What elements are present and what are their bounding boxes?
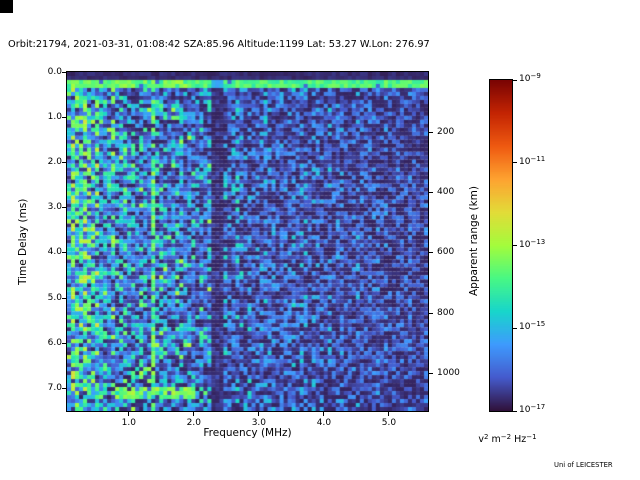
right-tick-mark — [429, 131, 433, 133]
y-tick-label: 3.0 — [47, 202, 62, 213]
colorbar-tick-label: 10−13 — [519, 237, 546, 250]
y-tick-mark — [62, 342, 66, 344]
x-axis-label: Frequency (MHz) — [203, 427, 292, 439]
y-tick-mark — [62, 297, 66, 299]
colorbar-tick-mark — [513, 162, 517, 164]
colorbar-tick-mark — [513, 245, 517, 246]
x-tick-mark — [323, 412, 325, 416]
colorbar-tick-label: 10−9 — [519, 72, 541, 84]
y-tick-label: 0.0 — [47, 66, 62, 77]
colorbar-tick-mark — [513, 410, 517, 412]
x-tick-label: 1.0 — [121, 418, 136, 428]
x-tick-mark — [258, 412, 260, 416]
colorbar-gradient — [490, 80, 512, 411]
y-tick-label: 6.0 — [47, 337, 62, 348]
y-tick-label: 4.0 — [47, 247, 62, 258]
y-tick-label: 7.0 — [47, 382, 62, 393]
right-tick-label: 800 — [437, 307, 455, 318]
right-tick-mark — [429, 192, 433, 194]
right-tick-mark — [429, 312, 433, 314]
plot-title: Orbit:21794, 2021-03-31, 01:08:42 SZA:85… — [8, 39, 430, 50]
right-tick-label: 400 — [437, 187, 455, 198]
y-tick-label: 5.0 — [47, 292, 62, 303]
colorbar-unit-label: v2 m−2 Hz−1 — [478, 433, 537, 445]
y-axis-label: Time Delay (ms) — [17, 198, 29, 285]
colorbar-tick-mark — [513, 79, 517, 81]
x-tick-label: 4.0 — [316, 418, 332, 428]
right-axis-label: Apparent range (km) — [468, 186, 480, 297]
y-tick-mark — [62, 161, 66, 163]
colorbar-tick-label: 10−17 — [519, 403, 546, 415]
right-tick-mark — [429, 372, 433, 374]
x-tick-mark — [388, 412, 390, 416]
x-tick-mark — [193, 412, 195, 416]
y-tick-mark — [62, 116, 66, 118]
right-tick-label: 1000 — [437, 367, 460, 378]
ionogram-heatmap — [67, 72, 428, 411]
right-tick-label: 200 — [437, 126, 455, 137]
colorbar-tick-label: 10−11 — [519, 154, 546, 167]
colorbar-tick-mark — [513, 327, 517, 329]
right-tick-mark — [429, 252, 433, 254]
y-tick-label: 1.0 — [47, 111, 62, 122]
y-tick-label: 2.0 — [47, 156, 62, 167]
y-tick-mark — [62, 71, 66, 73]
x-tick-label: 3.0 — [251, 418, 267, 428]
credit-text: Uni of LEICESTER — [554, 461, 613, 469]
y-tick-mark — [62, 252, 66, 254]
right-tick-label: 600 — [437, 247, 455, 258]
x-tick-label: 5.0 — [381, 418, 397, 428]
y-tick-mark — [62, 207, 66, 209]
x-tick-mark — [128, 412, 130, 416]
corner-artifact — [0, 0, 13, 13]
y-tick-mark — [62, 387, 66, 389]
colorbar-tick-label: 10−15 — [519, 320, 546, 333]
x-tick-label: 2.0 — [186, 418, 201, 428]
